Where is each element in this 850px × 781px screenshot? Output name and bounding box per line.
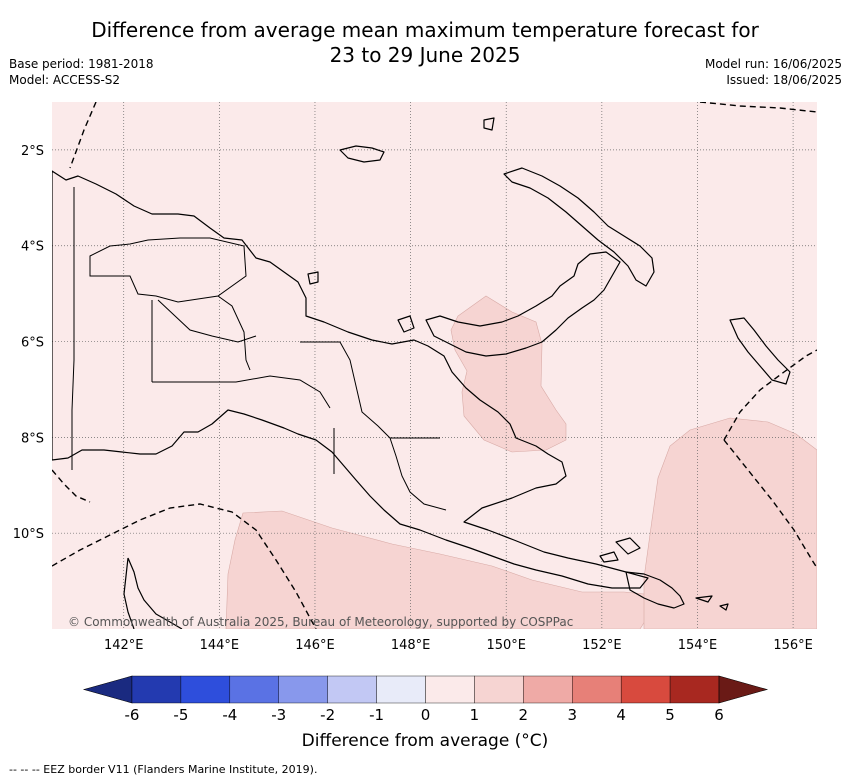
colorbar-title: Difference from average (°C) <box>301 731 549 751</box>
colorbar-swatch <box>229 675 279 704</box>
eez-border-north <box>699 102 817 113</box>
longitude-tick-label: 154°E <box>678 638 718 653</box>
graticule <box>52 102 817 629</box>
png-indonesia-border <box>71 187 75 470</box>
colorbar-swatch <box>180 675 231 704</box>
colorbar-swatch <box>572 675 622 704</box>
model-name: Model: ACCESS-S2 <box>9 73 121 87</box>
colorbar-tick-label: -6 <box>125 706 140 724</box>
mussau-island <box>483 117 495 131</box>
colorbar-swatch <box>669 675 720 704</box>
chart-title: Difference from average mean maximum tem… <box>0 18 850 68</box>
colorbar-swatch <box>620 675 671 704</box>
coastline <box>52 117 791 629</box>
latitude-labels: 2°S 4°S 6°S 8°S 10°S <box>13 144 44 542</box>
longitude-labels: 142°E 144°E 146°E 148°E 150°E 152°E 154°E 156°E <box>104 638 813 653</box>
longitude-tick-label: 146°E <box>295 638 335 653</box>
papuan-peninsula <box>625 571 685 609</box>
colorbar-tick-label: 5 <box>665 706 675 724</box>
colorbar-swatch <box>376 675 426 704</box>
colorbar: -6 -5 -4 -3 -2 -1 0 1 2 3 4 5 6 <box>82 675 769 724</box>
longitude-tick-label: 144°E <box>200 638 240 653</box>
title-line-2: 23 to 29 June 2025 <box>329 43 521 67</box>
latitude-tick-label: 8°S <box>21 431 44 446</box>
longitude-tick-label: 150°E <box>486 638 526 653</box>
eez-borders <box>52 102 817 629</box>
colorbar-swatch <box>327 675 377 704</box>
issued-date: Issued: 18/06/2025 <box>726 73 842 87</box>
new-ireland-island <box>503 167 655 287</box>
anomaly-area-new-britain <box>450 295 567 453</box>
dentrecasteaux-islands <box>599 537 641 563</box>
louisiade-archipelago <box>695 595 729 611</box>
colorbar-swatch <box>523 675 573 704</box>
new-guinea-coast <box>52 170 649 589</box>
anomaly-area-coral-sea <box>225 510 653 629</box>
colorbar-tick-label: 4 <box>616 706 626 724</box>
eez-legend-note: -- -- -- EEZ border V11 (Flanders Marine… <box>9 763 318 776</box>
karkar-island <box>307 271 319 285</box>
cape-york-coast <box>123 557 183 629</box>
colorbar-tick-label: -5 <box>173 706 188 724</box>
colorbar-tick-label: -1 <box>369 706 384 724</box>
colorbar-extend-high <box>718 675 769 704</box>
longitude-tick-label: 156°E <box>773 638 813 653</box>
eez-border-southwest <box>52 503 317 629</box>
umboi-island <box>397 315 415 333</box>
model-run: Model run: 16/06/2025 <box>704 57 842 71</box>
anomaly-area-solomon-sea-east <box>643 417 817 629</box>
copyright-text: © Commonwealth of Australia 2025, Bureau… <box>68 615 573 629</box>
colorbar-swatch <box>278 675 328 704</box>
latitude-tick-label: 10°S <box>13 527 44 542</box>
colorbar-swatch <box>474 675 524 704</box>
longitude-tick-label: 152°E <box>582 638 622 653</box>
eez-border-southeast <box>723 349 817 441</box>
manus-island <box>339 145 385 163</box>
meta-right: Model run: 16/06/2025 Issued: 18/06/2025 <box>705 56 842 88</box>
meta-left: Base period: 1981-2018 Model: ACCESS-S2 <box>9 56 154 88</box>
latitude-tick-label: 4°S <box>21 240 44 255</box>
bougainville-island <box>729 317 791 385</box>
eez-border-east <box>723 439 817 569</box>
colorbar-tick-label: 0 <box>421 706 431 724</box>
colorbar-tick-label: 3 <box>567 706 577 724</box>
colorbar-tick-label: 1 <box>470 706 480 724</box>
latitude-tick-label: 2°S <box>21 144 44 159</box>
title-line-1: Difference from average mean maximum tem… <box>91 18 759 42</box>
borders <box>71 187 447 511</box>
colorbar-swatch <box>425 675 475 704</box>
eez-border-torres <box>52 469 91 503</box>
colorbar-swatch <box>131 675 182 704</box>
new-britain-island <box>425 251 621 357</box>
colorbar-tick-label: -4 <box>222 706 237 724</box>
colorbar-tick-label: 2 <box>519 706 529 724</box>
longitude-tick-label: 142°E <box>104 638 144 653</box>
latitude-tick-label: 6°S <box>21 336 44 351</box>
colorbar-tick-label: 6 <box>714 706 724 724</box>
longitude-tick-label: 148°E <box>391 638 431 653</box>
provincial-borders <box>89 237 447 511</box>
eez-border-west <box>69 102 97 169</box>
colorbar-tick-label: -2 <box>320 706 335 724</box>
colorbar-extend-low <box>82 675 133 704</box>
colorbar-tick-label: -3 <box>271 706 286 724</box>
base-period: Base period: 1981-2018 <box>9 57 154 71</box>
